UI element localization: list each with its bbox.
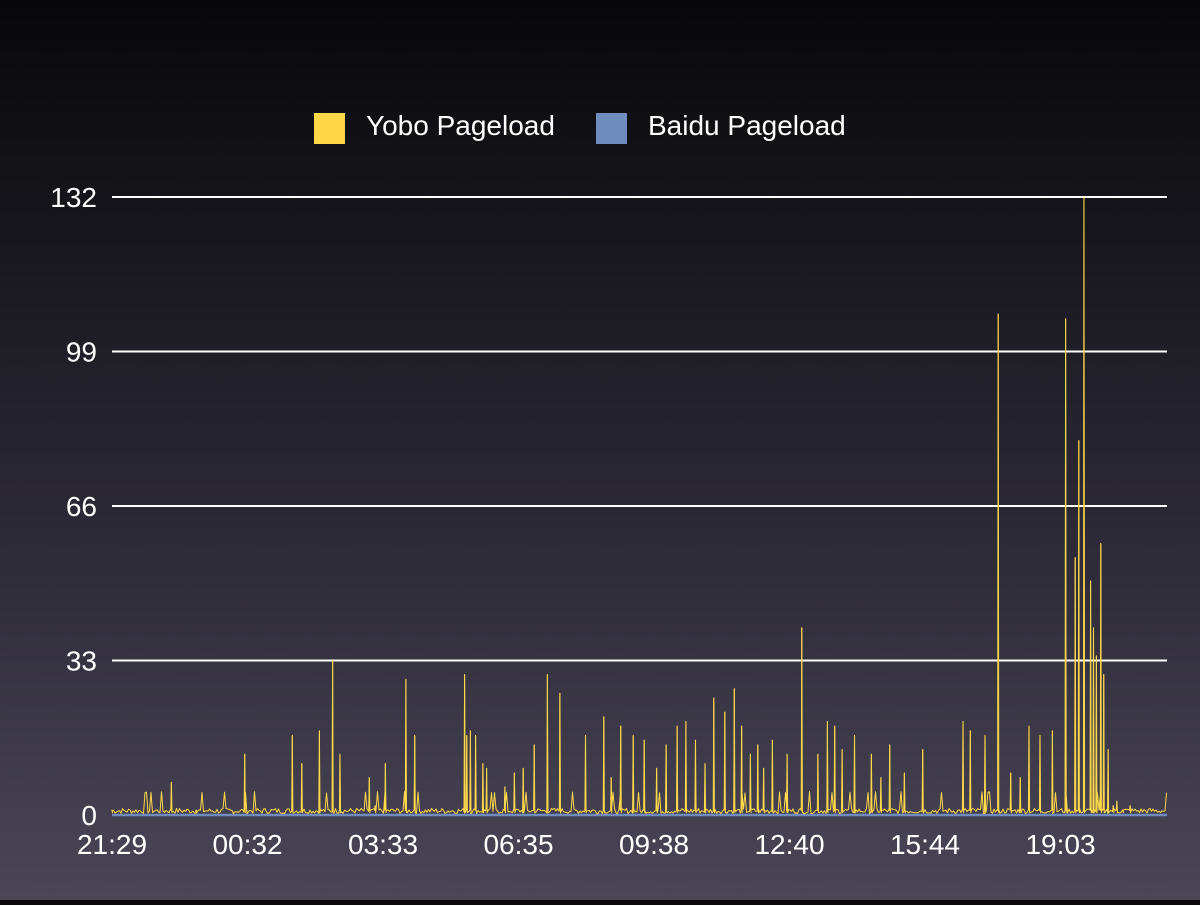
legend-swatch-yobo: [314, 113, 345, 144]
x-tick-label: 15:44: [890, 829, 960, 860]
x-tick-label: 21:29: [77, 829, 147, 860]
y-axis-ticks: 0 33 66 99 132: [50, 182, 97, 831]
x-tick-label: 19:03: [1025, 829, 1095, 860]
grid-lines: [112, 196, 1167, 662]
y-tick-label: 0: [81, 800, 97, 831]
legend-label-yobo: Yobo Pageload: [366, 110, 555, 141]
series-group: [111, 196, 1167, 817]
x-tick-label: 00:32: [212, 829, 282, 860]
y-tick-label: 33: [66, 646, 97, 677]
y-tick-label: 66: [66, 491, 97, 522]
x-axis-ticks: 21:29 00:32 03:33 06:35 09:38 12:40 15:44 19:03: [77, 829, 1096, 860]
y-tick-label: 99: [66, 337, 97, 368]
x-tick-label: 06:35: [483, 829, 553, 860]
legend-label-baidu: Baidu Pageload: [648, 110, 846, 141]
x-tick-label: 09:38: [619, 829, 689, 860]
x-tick-label: 03:33: [348, 829, 418, 860]
y-tick-label: 132: [50, 182, 97, 213]
legend-swatch-baidu: [596, 113, 627, 144]
legend: Yobo Pageload Baidu Pageload: [314, 110, 846, 144]
x-tick-label: 12:40: [754, 829, 824, 860]
